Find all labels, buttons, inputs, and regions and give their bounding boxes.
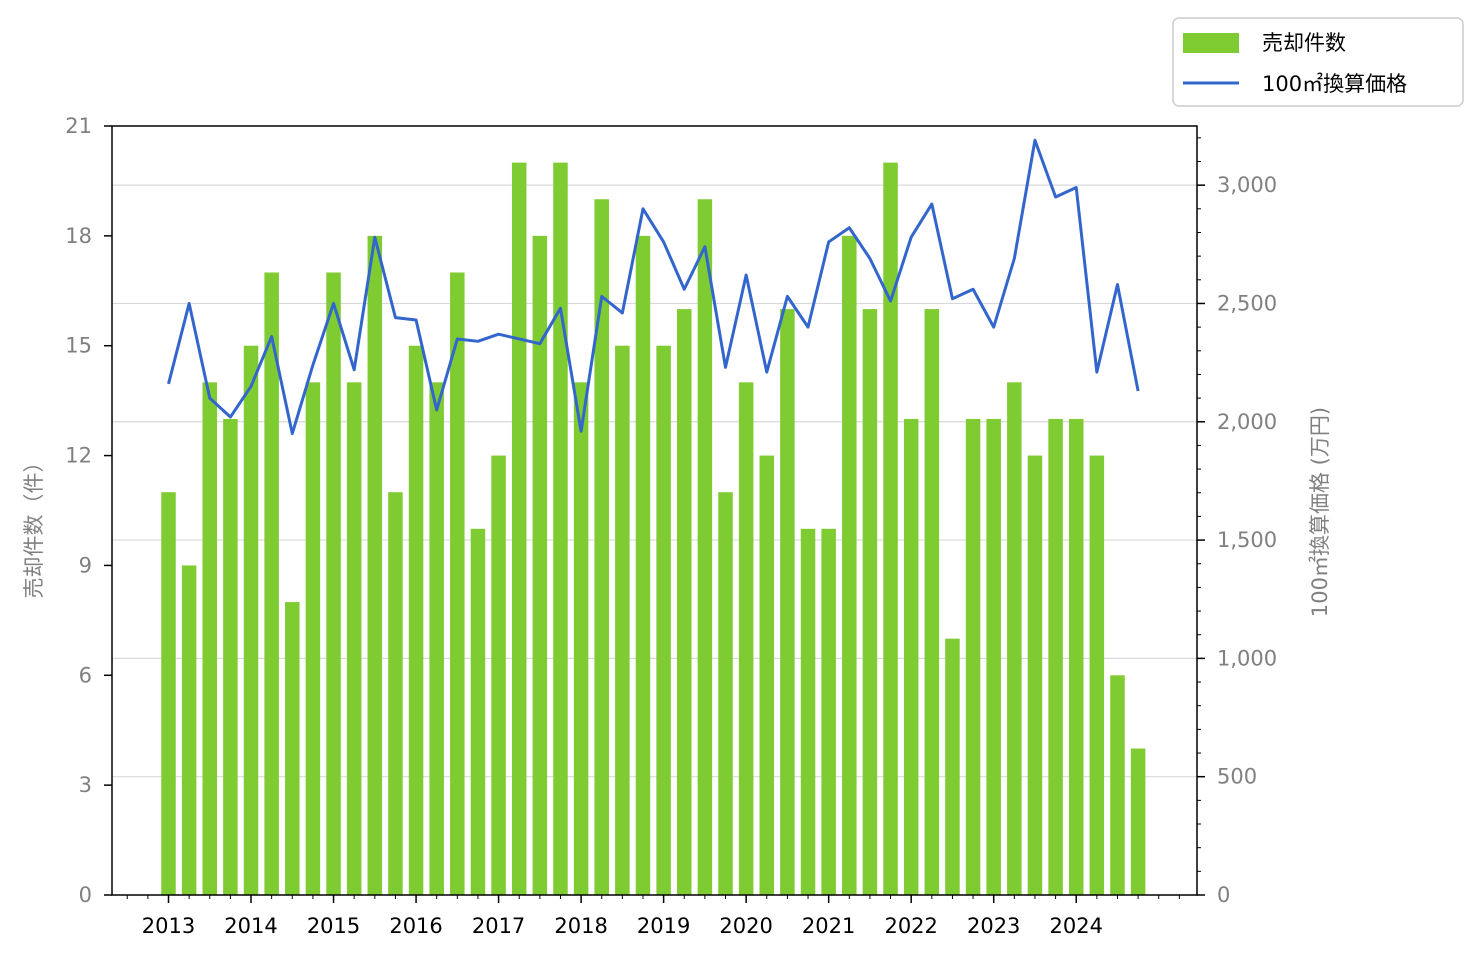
legend: 売却件数 100㎡換算価格	[1172, 17, 1464, 107]
bar	[573, 382, 589, 895]
left-tick-label: 18	[65, 224, 92, 248]
left-tick-label: 21	[65, 114, 92, 138]
bar	[346, 382, 362, 895]
bar	[491, 455, 506, 895]
bar	[697, 199, 713, 895]
bar	[429, 382, 444, 895]
bar	[965, 418, 981, 895]
bar	[408, 345, 424, 895]
bar	[883, 162, 898, 896]
bar	[470, 528, 486, 895]
bar	[677, 309, 692, 896]
left-tick-label: 3	[79, 773, 92, 797]
right-tick-label: 1,500	[1217, 528, 1277, 552]
x-tick-label: 2021	[802, 914, 855, 938]
legend-swatch-bars	[1183, 33, 1239, 53]
x-tick-label: 2018	[554, 914, 607, 938]
legend-label-line: 100㎡換算価格	[1262, 72, 1407, 96]
right-tick-label: 2,500	[1217, 291, 1277, 315]
right-tick-label: 3,000	[1217, 173, 1277, 197]
bar	[656, 345, 671, 895]
legend-label-bars: 売却件数	[1262, 31, 1346, 55]
x-tick-label: 2019	[637, 914, 690, 938]
bar	[924, 309, 940, 896]
bar	[305, 382, 321, 895]
line-series-price	[167, 138, 1140, 436]
bar	[635, 235, 651, 895]
bar	[450, 272, 465, 895]
bar	[738, 382, 754, 895]
bar	[181, 565, 197, 895]
bar	[285, 602, 300, 895]
bar	[862, 309, 878, 896]
x-axis: 2013 2014 2015 2016 2017 2018 2019 2020 2021 2022…	[126, 895, 1180, 938]
left-tick-label: 12	[65, 444, 92, 468]
plot-frame	[111, 125, 1198, 896]
left-tick-label: 9	[79, 553, 92, 577]
bar	[532, 235, 548, 895]
bar	[615, 345, 630, 895]
x-tick-label: 2020	[719, 914, 772, 938]
x-tick-label: 2017	[472, 914, 525, 938]
right-axis-label: 100㎡換算価格 (万円)	[1308, 407, 1332, 617]
x-tick-label: 2024	[1049, 914, 1102, 938]
right-tick-label: 500	[1217, 765, 1257, 789]
bar	[1007, 382, 1022, 895]
bar	[945, 638, 960, 895]
x-tick-label: 2015	[307, 914, 360, 938]
bar	[511, 162, 527, 896]
x-tick-label: 2014	[224, 914, 277, 938]
bar	[594, 199, 609, 895]
x-tick-label: 2022	[884, 914, 937, 938]
x-tick-label: 2013	[142, 914, 195, 938]
bar	[367, 235, 383, 895]
bar	[1027, 455, 1043, 895]
bar	[553, 162, 568, 896]
bar	[1089, 455, 1105, 895]
left-tick-label: 15	[65, 334, 92, 358]
bar	[1130, 748, 1146, 895]
bar	[1048, 418, 1063, 895]
bar	[1110, 675, 1125, 895]
bar	[986, 418, 1001, 895]
x-tick-label: 2016	[389, 914, 442, 938]
bar	[842, 235, 857, 895]
bar	[821, 528, 836, 895]
bar	[759, 455, 775, 895]
bar	[780, 309, 795, 896]
bar	[388, 492, 403, 895]
bar	[202, 382, 218, 895]
right-tick-label: 2,000	[1217, 410, 1277, 434]
bar	[326, 272, 341, 895]
right-tick-label: 1,000	[1217, 646, 1277, 670]
left-tick-label: 0	[79, 883, 92, 907]
left-axis: 0 3 6 9 12 15 18 21	[65, 114, 112, 907]
bar	[161, 492, 176, 895]
bar	[1068, 418, 1084, 895]
bar	[800, 528, 816, 895]
x-tick-label: 2023	[967, 914, 1020, 938]
bar	[243, 345, 259, 895]
right-axis: 0 500 1,000 1,500 2,000 2,500 3,000	[1197, 137, 1277, 907]
left-axis-label: 売却件数（件）	[22, 452, 46, 599]
bar	[718, 492, 733, 895]
left-tick-label: 6	[79, 663, 92, 687]
bar	[264, 272, 279, 895]
bar-series-sales-count	[161, 162, 1146, 896]
legend-box	[1172, 17, 1464, 107]
right-tick-label: 0	[1217, 883, 1230, 907]
bar	[903, 418, 919, 895]
bar	[223, 418, 238, 895]
